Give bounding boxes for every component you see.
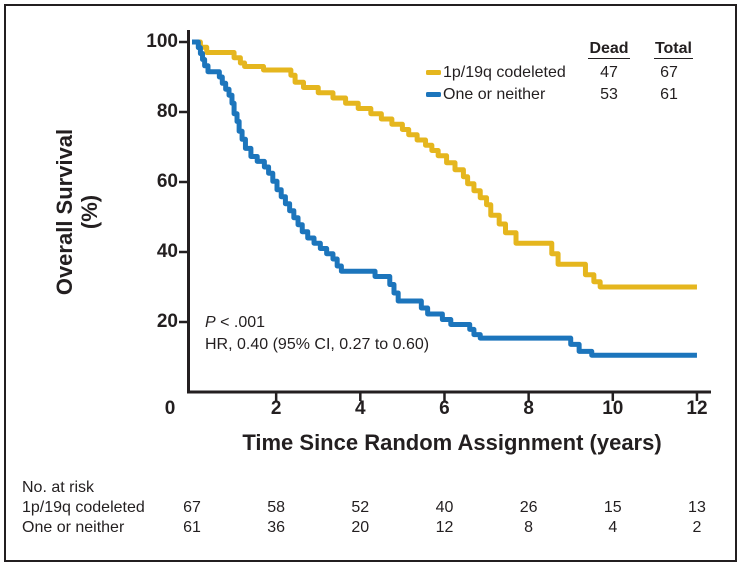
at-risk-value: 13 bbox=[688, 499, 706, 516]
y-axis-title-line1: Overall Survival bbox=[52, 128, 77, 296]
at-risk-value: 40 bbox=[435, 499, 454, 516]
at-risk-value: 12 bbox=[435, 519, 454, 536]
survival-curve-neither bbox=[192, 39, 697, 358]
y-tick-label: 20 bbox=[156, 311, 178, 332]
legend-header-dead: Dead bbox=[588, 40, 630, 59]
at-risk-value: 4 bbox=[608, 519, 618, 536]
x-tick-label: 6 bbox=[439, 398, 450, 419]
at-risk-value: 67 bbox=[183, 499, 201, 516]
legend-dead-codeleted: 47 bbox=[600, 64, 618, 81]
p-value-text: < .001 bbox=[215, 314, 266, 331]
p-value-annotation: P < .001 bbox=[205, 313, 265, 333]
x-tick-label: 0 bbox=[164, 398, 176, 419]
codeleted-line-swatch bbox=[426, 70, 441, 75]
x-tick-label: 4 bbox=[355, 398, 366, 419]
legend-total-codeleted: 67 bbox=[660, 64, 678, 81]
y-axis-title: Overall Survival (%) bbox=[52, 82, 104, 342]
at-risk-value: 36 bbox=[267, 519, 286, 536]
at-risk-value: 26 bbox=[519, 499, 538, 516]
at-risk-value: 58 bbox=[267, 499, 286, 516]
at-risk-label-neither: One or neither bbox=[22, 519, 125, 536]
y-axis-title-line2: (%) bbox=[77, 194, 102, 230]
legend-label-neither: One or neither bbox=[443, 86, 546, 103]
x-tick-label: 12 bbox=[686, 398, 708, 419]
at-risk-title: No. at risk bbox=[22, 479, 95, 496]
y-tick-label: 100 bbox=[146, 31, 178, 52]
at-risk-value: 61 bbox=[183, 519, 201, 536]
legend-total-neither: 61 bbox=[660, 86, 678, 103]
survival-curve-codeleted bbox=[192, 39, 697, 290]
at-risk-label-codeleted: 1p/19q codeleted bbox=[22, 499, 145, 516]
legend-header-total: Total bbox=[653, 40, 693, 59]
at-risk-value: 2 bbox=[692, 519, 702, 536]
p-symbol: P bbox=[205, 314, 216, 331]
y-tick-label: 60 bbox=[156, 171, 178, 192]
x-tick-label: 8 bbox=[523, 398, 534, 419]
y-tick-label: 80 bbox=[156, 101, 178, 122]
legend-header-row: Dead Total bbox=[579, 40, 703, 59]
at-risk-value: 15 bbox=[603, 499, 622, 516]
x-tick-label: 2 bbox=[270, 398, 282, 419]
neither-line-swatch bbox=[426, 92, 441, 97]
x-axis-title: Time Since Random Assignment (years) bbox=[242, 430, 662, 455]
x-tick-label: 10 bbox=[602, 398, 624, 419]
at-risk-value: 8 bbox=[524, 519, 534, 536]
legend-label-codeleted: 1p/19q codeleted bbox=[443, 64, 566, 81]
at-risk-value: 20 bbox=[351, 519, 370, 536]
at-risk-value: 52 bbox=[351, 499, 370, 516]
hazard-ratio-annotation: HR, 0.40 (95% CI, 0.27 to 0.60) bbox=[205, 336, 430, 353]
y-tick-label: 40 bbox=[156, 241, 178, 262]
legend-dead-neither: 53 bbox=[600, 86, 618, 103]
figure-border bbox=[4, 4, 737, 562]
